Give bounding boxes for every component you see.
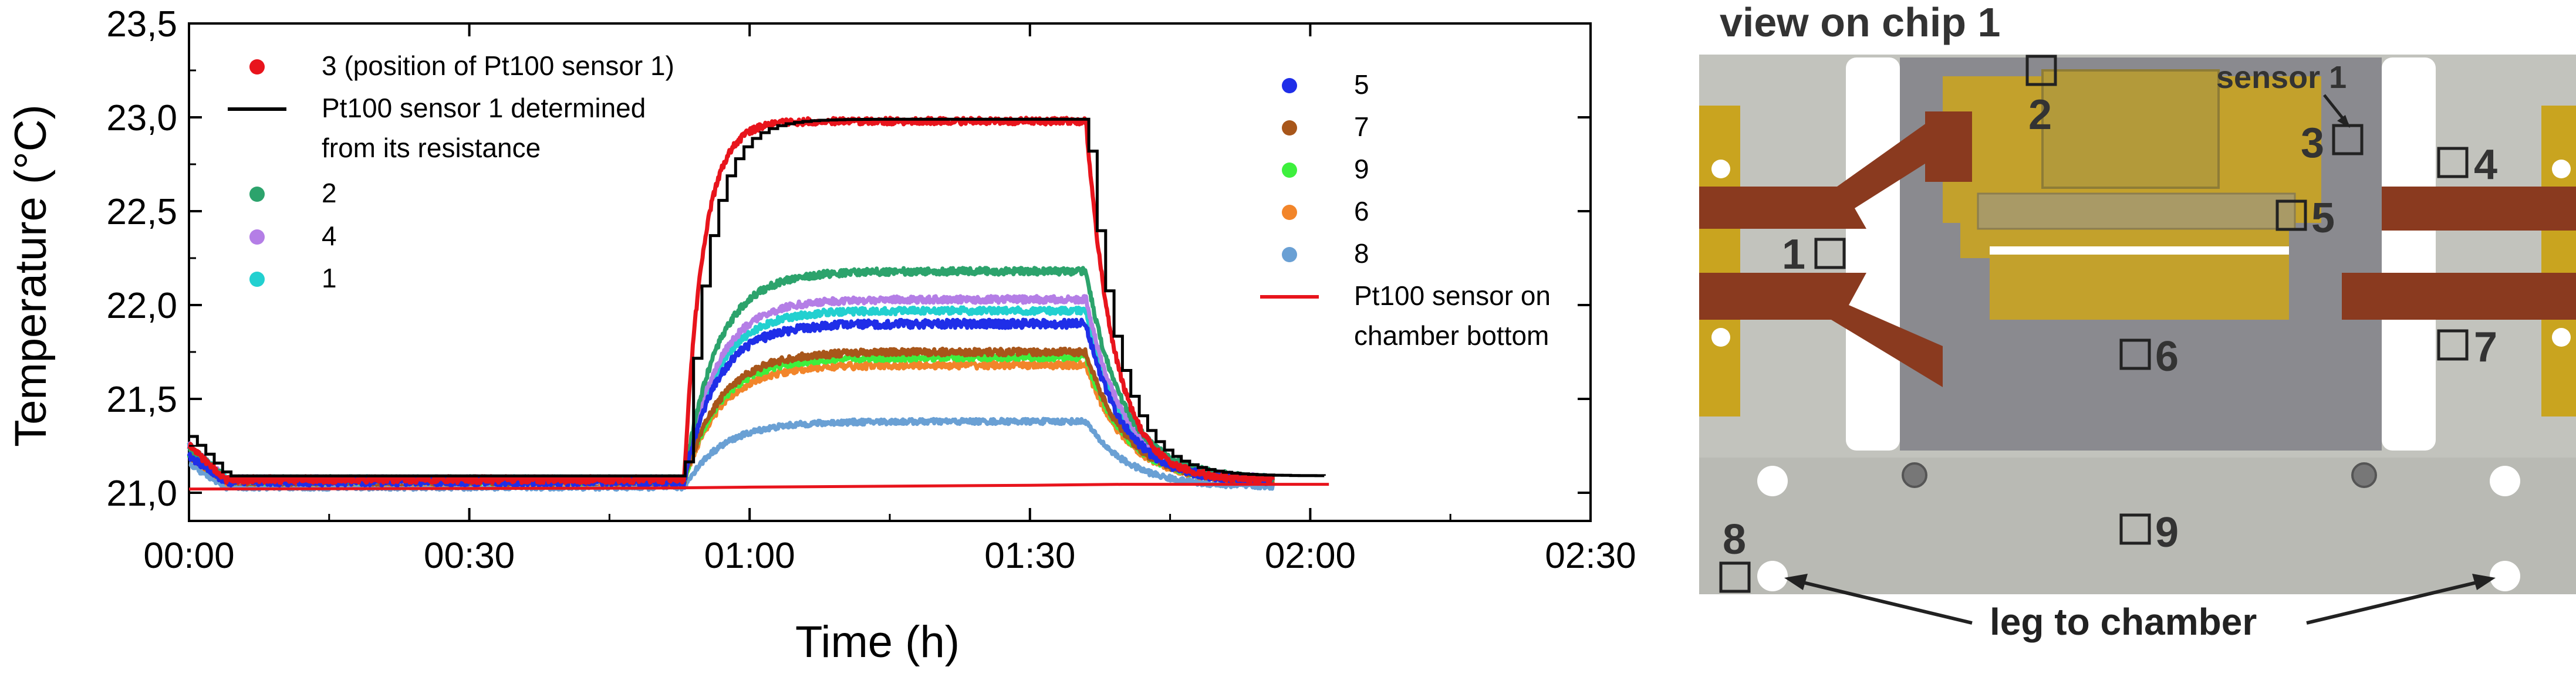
legend-label: 1: [322, 263, 337, 293]
legend-marker: [1282, 162, 1297, 178]
marker-label-3: 3: [2301, 120, 2324, 167]
chip-photo: view on chip 1: [1699, 0, 2576, 643]
legend-marker: [249, 229, 265, 245]
legend-label: from its resistance: [322, 133, 541, 163]
y-tick-label: 21,0: [106, 473, 177, 514]
y-axis-title: Temperature (°C): [6, 104, 56, 447]
legend-marker: [249, 187, 265, 202]
hole: [2552, 328, 2571, 347]
marker-label-8: 8: [1723, 516, 1746, 563]
legend-entry: 5: [1282, 69, 1369, 100]
x-tick-label: 00:00: [143, 536, 234, 576]
hole: [1757, 561, 1788, 591]
legend-label: Pt100 sensor on: [1354, 280, 1551, 311]
hole: [2490, 561, 2520, 591]
marker-label-7: 7: [2474, 324, 2497, 371]
x-tick-label: 01:30: [984, 536, 1075, 576]
legend-label: 7: [1354, 111, 1369, 142]
ribbon-right-lower: [2342, 273, 2576, 320]
legend-entry: 2: [249, 178, 337, 208]
leg-to-chamber-label: leg to chamber: [1990, 601, 2257, 643]
legend-label: 6: [1354, 196, 1369, 226]
y-tick-label: 23,0: [106, 98, 177, 138]
legend-marker: [249, 59, 265, 75]
hole: [1711, 328, 1730, 347]
legend-entry: 4: [249, 221, 337, 251]
hole: [2490, 466, 2520, 496]
legend-label: 8: [1354, 238, 1369, 269]
legend-entry: Pt100 sensor 1 determined from its resist…: [228, 93, 646, 163]
screw: [2352, 463, 2376, 487]
sensor-1-label: sensor 1: [2216, 60, 2347, 95]
y-tick-label: 21,5: [106, 380, 177, 420]
y-tick-label: 23,5: [106, 4, 177, 45]
white-strip: [1990, 246, 2289, 255]
x-tick-label: 02:30: [1545, 536, 1636, 576]
marker-label-1: 1: [1782, 231, 1805, 278]
marker-label-5: 5: [2311, 195, 2335, 242]
series-3-position-of-pt100-sensor-1-: [189, 118, 1273, 483]
legend-label: 5: [1354, 69, 1369, 100]
temperature-chart: 00:00 00:30 01:00 01:30 02:00 02:3021,021,522…: [6, 4, 1636, 667]
legend-marker: [1282, 247, 1297, 262]
ribbon-right-upper: [2382, 187, 2576, 231]
legend-label: 9: [1354, 154, 1369, 184]
legend-label: 3 (position of Pt100 sensor 1): [322, 50, 674, 81]
marker-label-9: 9: [2155, 509, 2179, 556]
legend-marker: [1282, 205, 1297, 220]
x-tick-label: 02:00: [1265, 536, 1356, 576]
legend-label: Pt100 sensor 1 determined: [322, 93, 646, 123]
hole: [1757, 466, 1788, 496]
legend-entry: Pt100 sensor on chamber bottom: [1260, 280, 1551, 351]
x-tick-label: 00:30: [424, 536, 515, 576]
legend-entry: 8: [1282, 238, 1369, 269]
legend-entry: 1: [249, 263, 337, 293]
x-tick-label: 01:00: [704, 536, 795, 576]
y-tick-label: 22,0: [106, 286, 177, 326]
legend-label: chamber bottom: [1354, 320, 1549, 351]
series-layer: [189, 118, 1329, 490]
marker-label-6: 6: [2155, 333, 2179, 380]
gold-chip-lower: [1990, 246, 2289, 320]
photo-title: view on chip 1: [1720, 0, 2000, 45]
screw: [1903, 463, 1926, 487]
legend-marker: [249, 272, 265, 287]
legend-entry: 9: [1282, 154, 1369, 184]
marker-label-2: 2: [2028, 92, 2052, 138]
gold-pad-left: [1699, 106, 1740, 417]
base-plate-lower: [1699, 458, 2576, 594]
hole: [2552, 160, 2571, 178]
figure: 00:00 00:30 01:00 01:30 02:00 02:3021,021,522…: [0, 0, 2576, 684]
gold-pad-right: [2541, 106, 2576, 417]
y-tick-label: 22,5: [106, 192, 177, 232]
white-post-right: [2382, 57, 2436, 451]
legend-marker: [1282, 78, 1297, 93]
chip-pattern: [1978, 194, 2295, 229]
legend-marker: [1282, 120, 1297, 136]
white-post-left: [1846, 57, 1900, 451]
ribbon-left-tab: [1925, 111, 1972, 182]
series-trace: [189, 118, 1273, 483]
legend-entry: 3 (position of Pt100 sensor 1): [249, 50, 674, 81]
legend-entry: 6: [1282, 196, 1369, 226]
hole: [1711, 160, 1730, 178]
legend: 3 (position of Pt100 sensor 1) Pt100 sens…: [228, 50, 1551, 351]
chip-pattern: [2042, 70, 2219, 188]
marker-label-4: 4: [2474, 141, 2497, 188]
legend-label: 4: [322, 221, 337, 251]
legend-entry: 7: [1282, 111, 1369, 142]
legend-label: 2: [322, 178, 337, 208]
x-axis-title: Time (h): [795, 617, 960, 667]
